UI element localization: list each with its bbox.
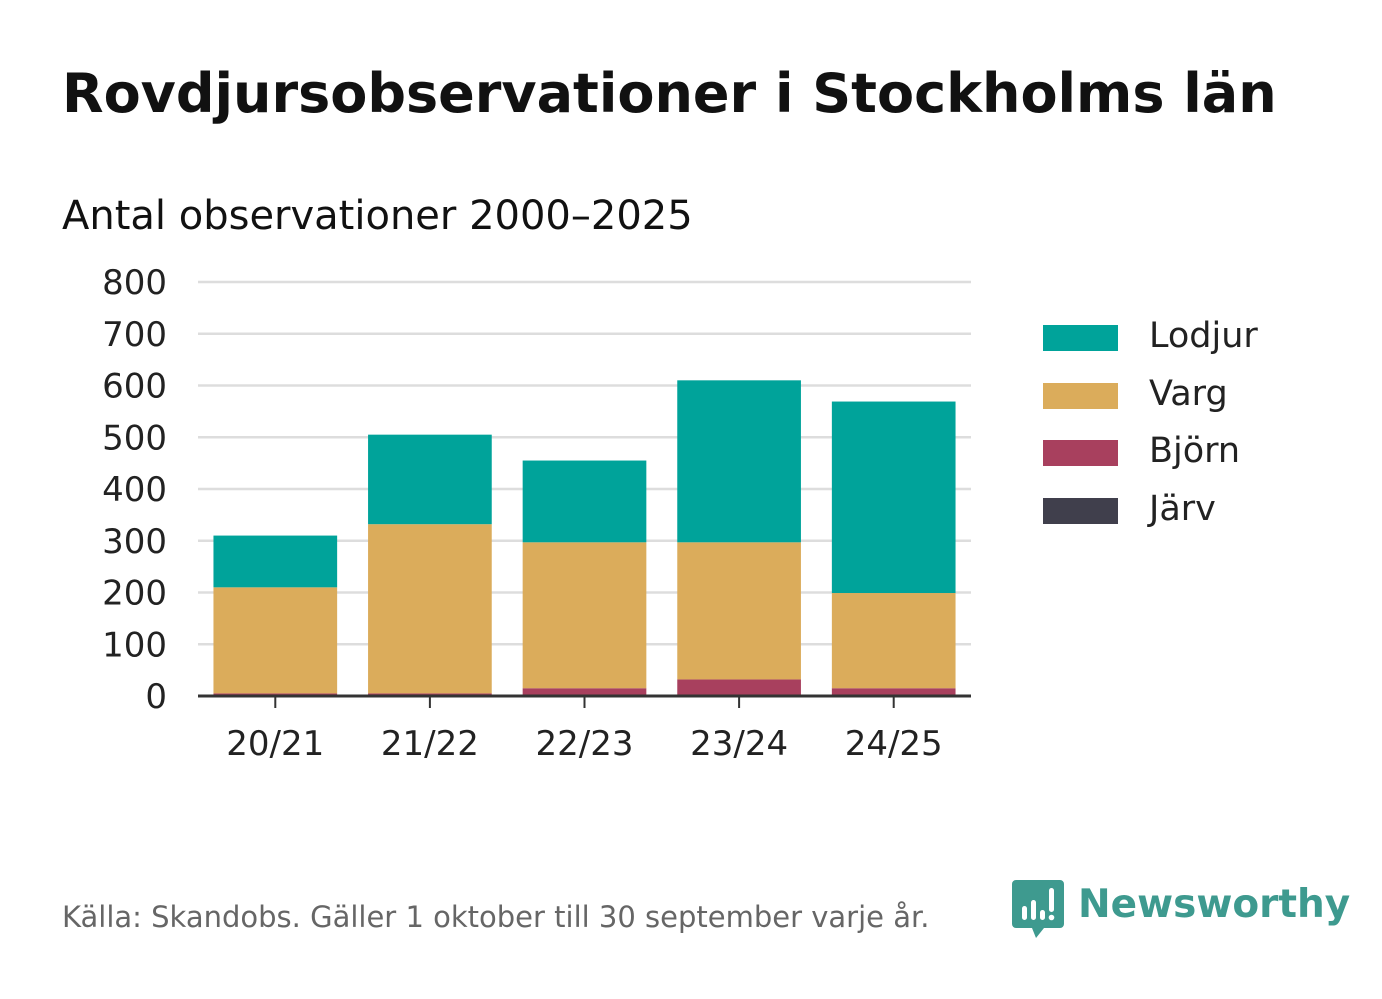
bar-segment-björn [677, 679, 801, 696]
legend-label-lodjur: Lodjur [1149, 316, 1258, 356]
bar-segment-varg [677, 542, 801, 680]
bar-segment-varg [831, 593, 956, 689]
y-tick-label: 800 [102, 263, 167, 303]
y-tick-label: 100 [102, 625, 167, 665]
bar-segment-varg [368, 524, 492, 694]
brand-name: Newsworthy [1078, 882, 1351, 927]
bar-segment-lodjur [677, 380, 801, 543]
y-tick-label: 200 [102, 574, 167, 614]
x-tick-label: 20/21 [226, 724, 324, 764]
newsworthy-logo-icon [1012, 880, 1064, 938]
legend-swatch-lodjur [1043, 325, 1118, 351]
x-tick-label: 23/24 [690, 724, 788, 764]
legend-swatch-varg [1043, 382, 1118, 409]
y-tick-label: 400 [102, 470, 167, 510]
bar-segment-björn [831, 688, 956, 696]
bar-segment-lodjur [522, 460, 647, 543]
y-tick-label: 700 [102, 315, 167, 355]
bar-segment-varg [213, 587, 338, 694]
y-tick-label: 0 [145, 677, 167, 717]
bar-segment-varg [522, 542, 647, 689]
legend-swatch-bjorn [1043, 440, 1118, 466]
bar-segment-lodjur [213, 535, 338, 588]
legend-label-bjorn: Björn [1149, 431, 1241, 471]
chart-subtitle: Antal observationer 2000–2025 [62, 193, 693, 239]
x-tick-label: 24/25 [845, 724, 943, 764]
bar-segment-lodjur [368, 434, 492, 525]
x-tick-label: 21/22 [381, 724, 479, 764]
x-tick-label: 22/23 [536, 724, 634, 764]
legend-label-varg: Varg [1149, 373, 1228, 414]
y-tick-label: 500 [102, 418, 167, 458]
bar-segment-björn [522, 688, 647, 696]
y-tick-label: 600 [102, 367, 167, 407]
y-tick-label: 300 [102, 522, 167, 562]
source-note: Källa: Skandobs. Gäller 1 oktober till 3… [62, 900, 930, 934]
legend-label-jarv: Järv [1149, 488, 1216, 529]
legend-swatch-jarv [1043, 497, 1118, 524]
chart-title: Rovdjursobservationer i Stockholms län [62, 62, 1277, 125]
bar-segment-lodjur [831, 401, 956, 594]
